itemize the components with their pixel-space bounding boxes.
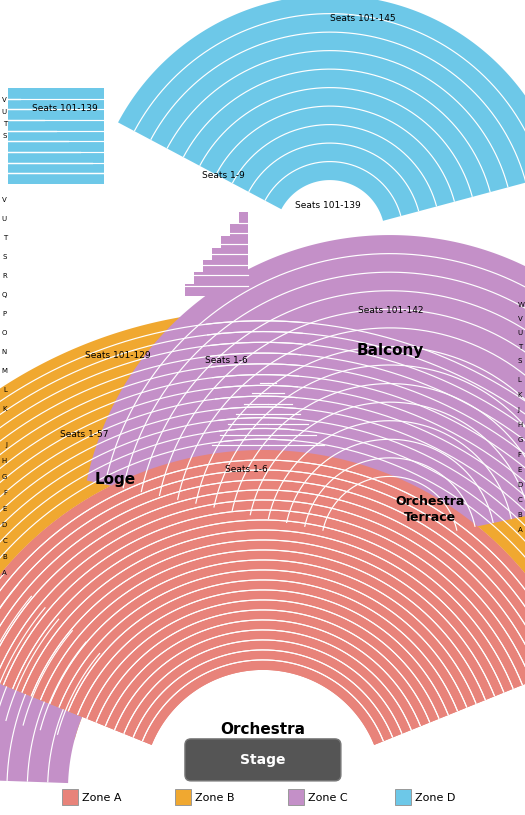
- Text: V: V: [2, 197, 7, 203]
- Text: L: L: [3, 387, 7, 393]
- Text: D: D: [2, 522, 7, 528]
- Text: J: J: [5, 442, 7, 448]
- Text: H: H: [518, 422, 523, 428]
- Text: B: B: [518, 512, 522, 518]
- Text: T: T: [3, 121, 7, 127]
- Text: G: G: [2, 474, 7, 480]
- Text: Zone C: Zone C: [308, 793, 348, 803]
- Text: S: S: [3, 133, 7, 139]
- Text: Seats 101-139: Seats 101-139: [295, 200, 361, 209]
- Text: S: S: [518, 358, 522, 364]
- Text: Seats 1-6: Seats 1-6: [225, 465, 268, 474]
- Text: Zone B: Zone B: [195, 793, 235, 803]
- Polygon shape: [0, 310, 304, 663]
- Text: Balcony: Balcony: [356, 342, 424, 358]
- Text: Seats 101-142: Seats 101-142: [358, 306, 423, 315]
- Text: Seats 1-57: Seats 1-57: [60, 430, 109, 439]
- FancyBboxPatch shape: [185, 739, 341, 781]
- Polygon shape: [0, 450, 525, 745]
- Text: C: C: [518, 497, 522, 503]
- Text: F: F: [518, 452, 522, 458]
- Polygon shape: [0, 610, 82, 783]
- Text: S: S: [3, 254, 7, 260]
- Bar: [288, 789, 304, 805]
- Text: L: L: [518, 377, 522, 383]
- Text: M: M: [1, 368, 7, 374]
- Polygon shape: [87, 235, 525, 535]
- Text: O: O: [2, 330, 7, 336]
- Bar: [395, 789, 411, 805]
- Polygon shape: [8, 88, 104, 184]
- Text: A: A: [2, 570, 7, 576]
- Text: D: D: [518, 482, 523, 488]
- Text: Seats 101-145: Seats 101-145: [330, 14, 395, 23]
- Text: N: N: [2, 349, 7, 355]
- Text: R: R: [2, 273, 7, 279]
- Text: B: B: [2, 554, 7, 560]
- Polygon shape: [0, 482, 113, 739]
- Bar: [8, 88, 104, 184]
- Text: Stage: Stage: [240, 753, 286, 767]
- Polygon shape: [118, 0, 525, 221]
- Text: E: E: [3, 506, 7, 512]
- Text: K: K: [3, 406, 7, 412]
- Text: T: T: [3, 235, 7, 241]
- Text: Orchestra: Orchestra: [220, 722, 306, 738]
- Polygon shape: [204, 310, 525, 663]
- Polygon shape: [185, 212, 248, 296]
- Text: C: C: [2, 538, 7, 544]
- Text: P: P: [3, 311, 7, 317]
- Text: Loge: Loge: [94, 473, 135, 487]
- Text: W: W: [518, 302, 524, 308]
- Text: F: F: [3, 490, 7, 496]
- Text: Seats 1-9: Seats 1-9: [202, 170, 245, 179]
- Text: Q: Q: [2, 292, 7, 298]
- Text: J: J: [518, 407, 520, 413]
- Text: V: V: [2, 97, 7, 104]
- Text: A: A: [518, 527, 522, 533]
- Bar: [62, 789, 78, 805]
- Text: E: E: [518, 467, 522, 473]
- Polygon shape: [0, 450, 525, 745]
- Text: U: U: [518, 330, 523, 336]
- Polygon shape: [8, 88, 104, 184]
- Text: T: T: [518, 344, 522, 350]
- Text: K: K: [518, 392, 522, 398]
- Polygon shape: [268, 372, 324, 456]
- Text: Seats 101-129: Seats 101-129: [85, 350, 151, 359]
- Text: Zone A: Zone A: [82, 793, 121, 803]
- Text: H: H: [2, 458, 7, 464]
- Text: G: G: [518, 437, 523, 443]
- Text: U: U: [2, 109, 7, 115]
- Text: Orchestra
Terrace: Orchestra Terrace: [395, 496, 465, 525]
- Text: Zone D: Zone D: [415, 793, 455, 803]
- Text: Seats 101-139: Seats 101-139: [32, 104, 98, 112]
- Text: U: U: [2, 216, 7, 222]
- Text: V: V: [518, 316, 522, 322]
- Polygon shape: [212, 372, 268, 456]
- Text: Seats 1-6: Seats 1-6: [205, 355, 248, 364]
- Bar: [175, 789, 191, 805]
